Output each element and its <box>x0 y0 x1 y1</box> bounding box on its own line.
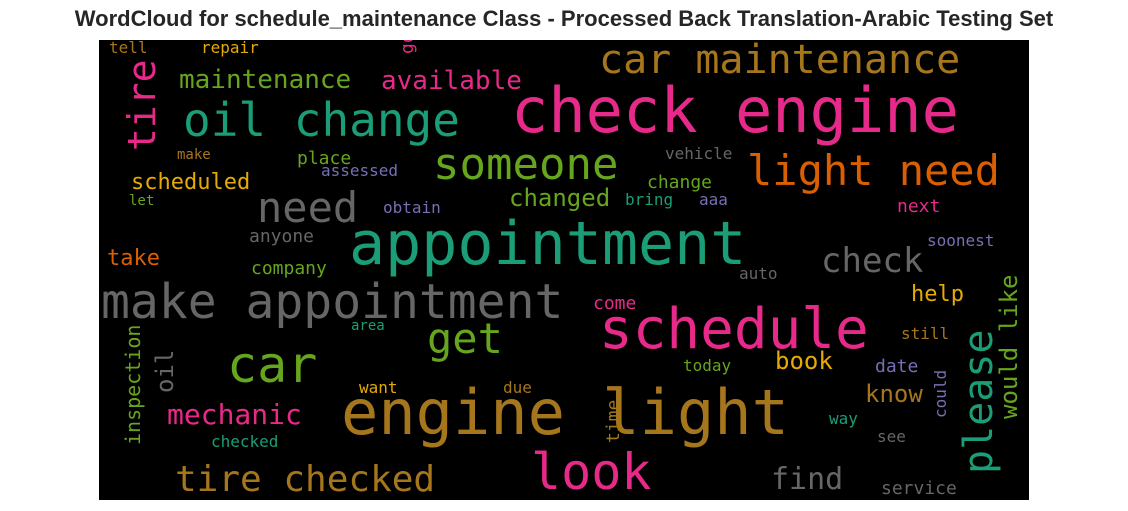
word-let: let <box>129 193 155 209</box>
word-vehicle: vehicle <box>665 144 733 163</box>
word-next: next <box>897 196 941 217</box>
word-find: find <box>771 462 844 497</box>
word-please: please <box>956 329 1002 475</box>
word-time: time <box>603 399 624 444</box>
word-cloud: check engine appointment make appointment e… <box>99 40 1029 500</box>
word-light-need: light need <box>747 146 1000 195</box>
word-tire-checked: tire checked <box>175 459 436 500</box>
word-company: company <box>251 258 327 279</box>
word-area: area <box>351 318 385 334</box>
word-due: due <box>503 378 532 397</box>
word-come: come <box>593 293 637 314</box>
word-look: look <box>531 443 652 500</box>
word-take: take <box>107 246 160 271</box>
word-oil-change: oil change <box>183 93 460 147</box>
chart-title: WordCloud for schedule_maintenance Class… <box>74 6 1054 31</box>
word-aaa: aaa <box>699 190 728 209</box>
word-want: want <box>359 378 398 397</box>
word-scheduled: scheduled <box>131 170 251 195</box>
word-engine-light: engine light <box>341 376 789 449</box>
word-see: see <box>877 427 906 446</box>
word-maintenance: maintenance <box>179 65 352 95</box>
word-date: date <box>875 356 919 377</box>
word-get: get <box>427 314 503 363</box>
word-car: car <box>227 336 318 394</box>
word-still: still <box>901 324 950 343</box>
word-oil: oil <box>151 349 179 394</box>
word-check-engine: check engine <box>511 74 959 147</box>
word-would-like: would like <box>995 274 1023 420</box>
word-know: know <box>865 380 923 408</box>
word-check: check <box>821 241 924 281</box>
word-book: book <box>775 347 833 375</box>
word-inspection: inspection <box>121 324 145 445</box>
word-car-maintenance: car maintenance <box>599 40 961 83</box>
word-could: could <box>931 369 950 418</box>
word-someone: someone <box>433 139 619 190</box>
word-help: help <box>911 282 964 307</box>
word-auto: auto <box>739 264 778 283</box>
word-bring: bring <box>625 190 674 209</box>
word-changed: changed <box>509 184 611 212</box>
word-assessed: assessed <box>321 161 399 180</box>
word-need: need <box>257 183 359 232</box>
word-service: service <box>881 478 957 499</box>
word-obtain: obtain <box>383 198 441 217</box>
word-make: make <box>177 147 211 163</box>
word-make-appointment: make appointment <box>101 274 564 330</box>
word-place: place <box>297 148 352 169</box>
word-soonest: soonest <box>927 231 995 250</box>
word-available: available <box>381 66 522 96</box>
word-today: today <box>683 356 732 375</box>
word-way: way <box>829 409 858 428</box>
word-appointment: appointment <box>349 209 747 279</box>
word-mechanic: mechanic <box>167 398 302 431</box>
word-tell: tell <box>109 40 148 57</box>
word-go: go <box>397 40 418 54</box>
word-repair: repair <box>201 40 259 57</box>
word-checked: checked <box>211 432 279 451</box>
word-schedule: schedule <box>599 297 869 362</box>
word-change: change <box>647 172 713 193</box>
word-anyone: anyone <box>249 226 315 247</box>
word-tire: tire <box>120 59 164 152</box>
